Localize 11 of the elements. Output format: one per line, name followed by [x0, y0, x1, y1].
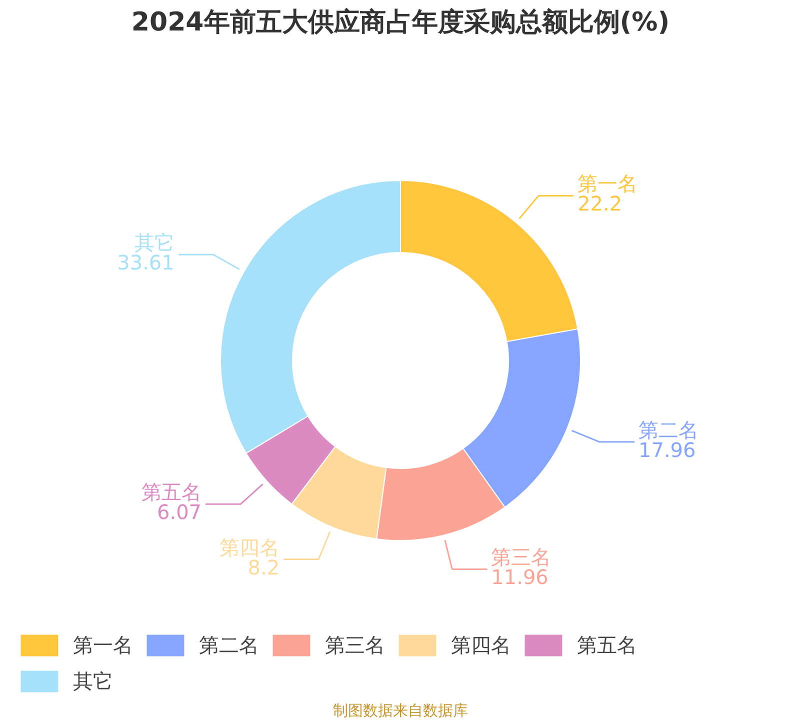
slice-label: 第四名 [220, 535, 280, 560]
legend-label: 其它 [73, 668, 113, 694]
legend-label: 第一名 [73, 632, 133, 658]
chart-title: 2024年前五大供应商占年度采购总额比例(%) [131, 8, 670, 38]
slice-label: 第二名 [638, 418, 698, 442]
slice-label: 其它 [134, 230, 174, 255]
legend-label: 第三名 [325, 632, 385, 658]
legend-label: 第二名 [199, 632, 259, 658]
legend-label: 第四名 [451, 632, 511, 658]
text: 制图数据来自数据库 [333, 702, 468, 720]
legend-label: 第五名 [577, 632, 637, 658]
